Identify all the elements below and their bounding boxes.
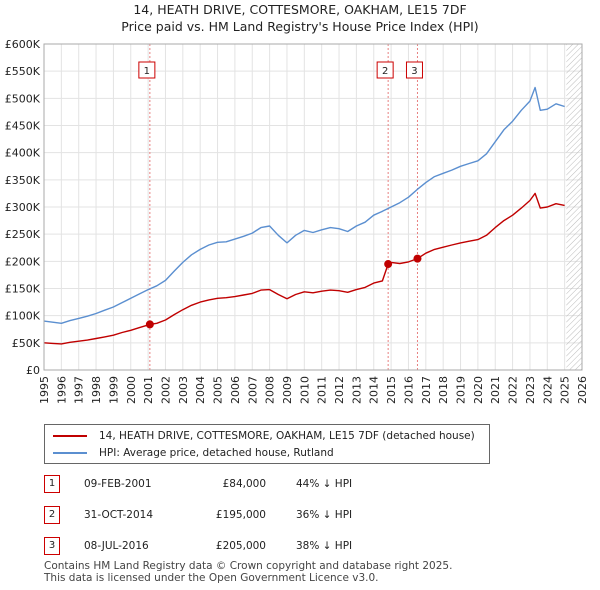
- sale-price: £205,000: [215, 540, 266, 552]
- y-tick-label: £350K: [5, 174, 41, 187]
- x-tick-label: 2018: [437, 376, 450, 404]
- y-tick-label: £50K: [12, 337, 41, 350]
- table-row: 3 08-JUL-2016 £205,000 38% ↓ HPI: [44, 537, 464, 555]
- x-tick-label: 2014: [368, 376, 381, 404]
- x-tick-label: 2024: [541, 376, 554, 404]
- y-tick-label: £600K: [5, 38, 41, 51]
- y-tick-label: £150K: [5, 283, 41, 296]
- sale-marker-box: [405, 61, 423, 79]
- x-tick-label: 2012: [333, 376, 346, 404]
- sale-number-badge: 2: [44, 506, 60, 524]
- hpi-series-line: [43, 86, 565, 324]
- marker-layer: 1 2 3: [138, 61, 423, 329]
- x-tick-label: 2004: [194, 376, 207, 404]
- chart-subtitle: Price paid vs. HM Land Registry's House …: [121, 19, 479, 34]
- hpi-line-swatch: [53, 452, 87, 454]
- sale-marker-box: [376, 61, 394, 79]
- sale-date: 09-FEB-2001: [84, 478, 152, 490]
- x-tick-label: 2017: [420, 376, 433, 404]
- y-tick-label: £400K: [5, 147, 41, 160]
- x-tick-label: 2003: [177, 376, 190, 404]
- legend-item-hpi: HPI: Average price, detached house, Rutl…: [53, 445, 334, 461]
- x-tick-label: 2015: [385, 376, 398, 404]
- sale-hpi-delta: 36% ↓ HPI: [296, 509, 353, 521]
- plot-frame: [43, 43, 583, 371]
- property-line-swatch: [53, 435, 87, 437]
- future-hatch-region: [566, 44, 582, 370]
- x-tick-label: 2016: [402, 376, 415, 404]
- x-tick-label: 1995: [38, 376, 51, 404]
- x-tick-label: 2002: [159, 376, 172, 404]
- x-tick-label: 2025: [559, 376, 572, 404]
- x-tick-label: 2007: [246, 376, 259, 404]
- y-tick-label: £250K: [5, 228, 41, 241]
- x-tick-label: 2013: [350, 376, 363, 404]
- y-tick-label: £100K: [5, 310, 41, 323]
- legend-hpi-label: HPI: Average price, detached house, Rutl…: [99, 447, 334, 459]
- sale-price: £84,000: [222, 478, 266, 490]
- legend-item-property: 14, HEATH DRIVE, COTTESMORE, OAKHAM, LE1…: [53, 428, 475, 444]
- x-tick-label: 2011: [316, 376, 329, 404]
- x-tick-label: 2006: [229, 376, 242, 404]
- y-tick-label: £500K: [5, 92, 41, 105]
- sale-hpi-delta: 44% ↓ HPI: [296, 478, 353, 490]
- y-tick-label: £450K: [5, 120, 41, 133]
- sale-point-dot: [384, 260, 393, 269]
- x-tick-label: 1997: [73, 376, 86, 404]
- x-tick-label: 1999: [107, 376, 120, 404]
- x-tick-label: 2023: [524, 376, 537, 404]
- y-tick-label: £300K: [5, 201, 41, 214]
- sale-point-dot: [145, 320, 154, 329]
- sale-date: 31-OCT-2014: [84, 509, 153, 521]
- price-chart: 1 2 3 £0 £50K £100K £150K £200K £250K £300K £350K…: [5, 38, 589, 404]
- y-tick-label: £0: [26, 364, 40, 377]
- table-row: 2 31-OCT-2014 £195,000 36% ↓ HPI: [44, 506, 464, 524]
- y-tick-label: £200K: [5, 255, 41, 268]
- x-tick-label: 2010: [298, 376, 311, 404]
- legend-property-label: 14, HEATH DRIVE, COTTESMORE, OAKHAM, LE1…: [99, 430, 475, 442]
- x-tick-label: 1996: [55, 376, 68, 404]
- sale-marker-box: [138, 61, 156, 79]
- x-tick-label: 2005: [212, 376, 225, 404]
- x-tick-label: 2008: [264, 376, 277, 404]
- x-tick-label: 2000: [125, 376, 138, 404]
- grid-layer: [43, 43, 583, 371]
- sale-point-dot: [413, 254, 422, 263]
- sale-price: £195,000: [215, 509, 266, 521]
- property-series-line: [43, 192, 565, 345]
- x-tick-label: 2026: [576, 376, 589, 404]
- sale-number-badge: 3: [44, 537, 60, 555]
- y-tick-label: £550K: [5, 65, 41, 78]
- sale-marker-label: 1: [144, 66, 150, 77]
- x-tick-label: 2021: [489, 376, 502, 404]
- series-layer: [43, 86, 565, 345]
- sale-date: 08-JUL-2016: [84, 540, 149, 552]
- x-tick-label: 1998: [90, 376, 103, 404]
- sale-marker-label: 3: [411, 66, 417, 77]
- x-tick-label: 2001: [142, 376, 155, 404]
- x-tick-label: 2019: [455, 376, 468, 404]
- footer-licence: This data is licensed under the Open Gov…: [44, 572, 379, 584]
- y-axis: £0 £50K £100K £150K £200K £250K £300K £350K £400…: [5, 38, 41, 377]
- x-tick-label: 2009: [281, 376, 294, 404]
- footer-copyright: Contains HM Land Registry data © Crown c…: [44, 560, 453, 572]
- x-axis: 1995 1996 1997 1998 1999 2000 2001 2002 2003 2004…: [38, 376, 589, 404]
- sale-marker-label: 2: [382, 66, 388, 77]
- sale-number-badge: 1: [44, 475, 60, 493]
- table-row: 1 09-FEB-2001 £84,000 44% ↓ HPI: [44, 475, 464, 493]
- x-tick-label: 2020: [472, 376, 485, 404]
- legend: 14, HEATH DRIVE, COTTESMORE, OAKHAM, LE1…: [44, 424, 490, 464]
- x-tick-label: 2022: [507, 376, 520, 404]
- chart-title: 14, HEATH DRIVE, COTTESMORE, OAKHAM, LE1…: [133, 2, 467, 17]
- sale-hpi-delta: 38% ↓ HPI: [296, 540, 353, 552]
